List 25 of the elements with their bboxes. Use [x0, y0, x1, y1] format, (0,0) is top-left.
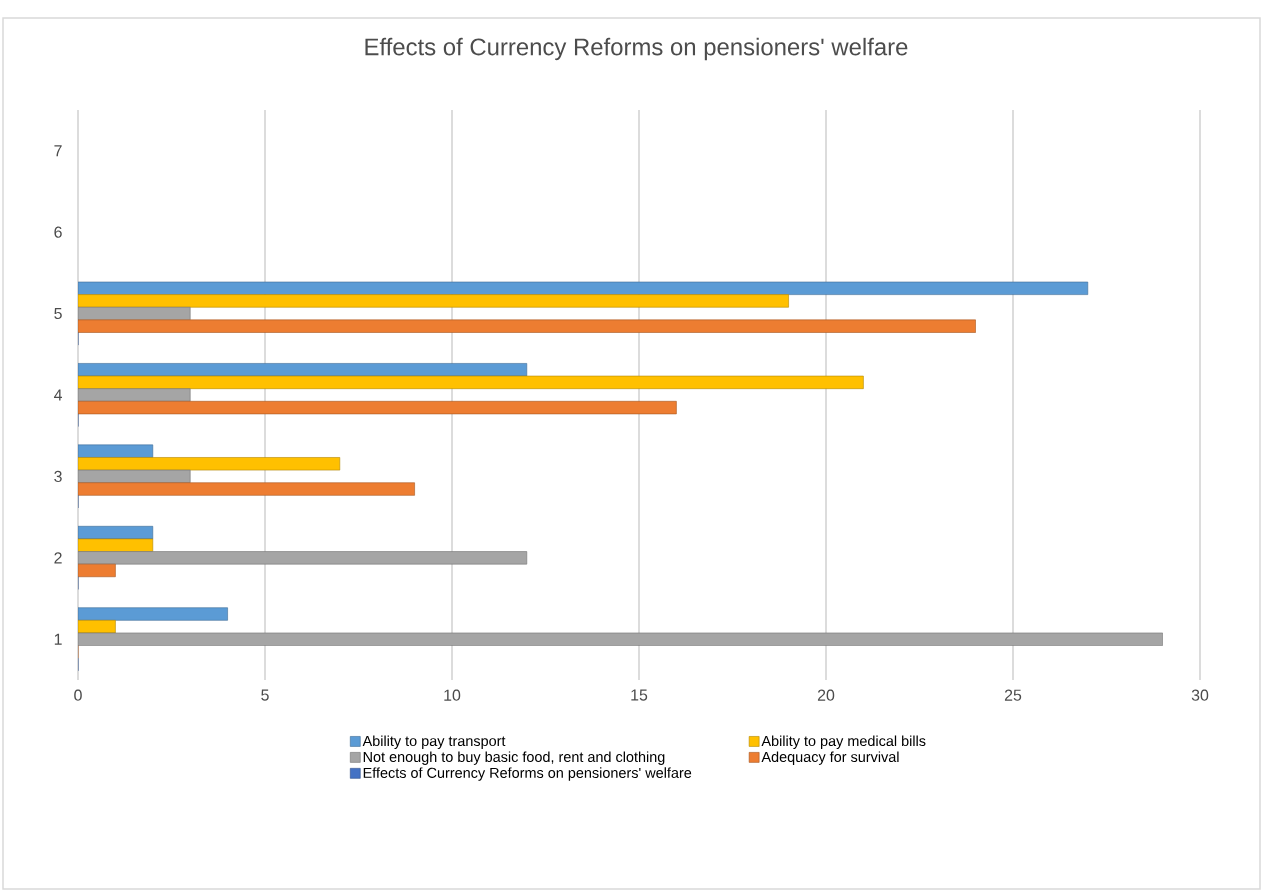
- legend-label: Ability to pay medical bills: [761, 735, 926, 749]
- bar: [78, 551, 528, 565]
- y-tick-label: 3: [54, 470, 62, 483]
- legend-label: Not enough to buy basic food, rent and clothing: [363, 751, 665, 765]
- chart-title: Effects of Currency Reforms on pensioners' welfare: [365, 37, 908, 61]
- legend-label: Effects of Currency Reforms on pensioners' welfare: [363, 767, 692, 781]
- x-tick-label: 30: [1191, 689, 1209, 701]
- bar: [78, 482, 415, 496]
- bar: [78, 294, 789, 308]
- x-tick-label: 10: [444, 689, 461, 701]
- bar: [78, 388, 191, 402]
- y-tick-label: 6: [54, 226, 62, 238]
- legend-label: Ability to pay transport: [362, 735, 506, 749]
- y-tick-label: 5: [54, 307, 62, 320]
- legend-label: Adequacy for survival: [761, 751, 899, 765]
- bar: [78, 607, 228, 621]
- y-tick-label: 4: [53, 389, 63, 401]
- x-tick-label: 5: [261, 689, 269, 701]
- x-tick-label: 15: [631, 689, 648, 701]
- x-tick-label: 0: [74, 689, 82, 701]
- x-tick-label: 20: [817, 689, 835, 701]
- y-tick-label: 7: [54, 145, 62, 157]
- x-tick-label: 25: [1004, 689, 1022, 701]
- y-tick-label: 2: [54, 552, 62, 564]
- y-tick-label: 1: [54, 633, 62, 645]
